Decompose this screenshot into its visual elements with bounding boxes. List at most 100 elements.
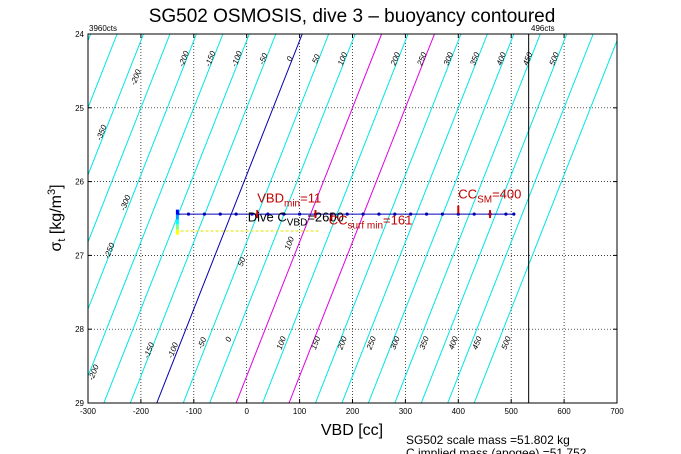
scale-mass-note: SG502 scale mass =51.802 kg	[406, 433, 570, 447]
annotation-value: =400	[492, 187, 521, 202]
contour-line	[447, 34, 594, 403]
annotation-sub: min	[284, 198, 300, 209]
series-point	[424, 212, 429, 216]
series-point	[234, 212, 238, 216]
annotation-cc-surf: CCsurf min=161	[329, 212, 413, 231]
dive-marker	[175, 229, 179, 235]
series-point	[186, 212, 191, 216]
x-tick-label: 0	[244, 407, 249, 416]
red-marker	[256, 210, 259, 219]
dive-marker	[175, 209, 179, 215]
contour-line	[235, 34, 383, 403]
y-label-sup: 3	[46, 189, 58, 195]
corner-label-left: 3960cts	[89, 24, 117, 33]
contour-line	[88, 34, 197, 311]
x-tick-label: -200	[133, 407, 150, 416]
y-tick-label: 24	[75, 30, 84, 39]
y-tick-label: 29	[75, 399, 84, 408]
x-tick-label: 700	[610, 407, 624, 416]
annotation-sub: SM	[477, 195, 492, 206]
x-tick-label: 200	[346, 407, 360, 416]
annotation-cc-sm: CCSM=400	[458, 187, 521, 206]
chart-title: SG502 OSMOSIS, dive 3 – buoyancy contour…	[149, 6, 556, 27]
dive-marker	[175, 224, 179, 230]
series-point	[512, 212, 516, 216]
red-marker	[314, 210, 317, 219]
series-point	[440, 212, 445, 216]
annotation-main: CC	[329, 212, 348, 227]
y-label-sigma: σ	[48, 242, 65, 252]
contour-label: 50	[310, 53, 322, 65]
annotation-main: CC	[458, 187, 477, 202]
contour-line	[262, 34, 409, 403]
plot-area	[88, 34, 617, 403]
y-label-unit: [kg/m	[48, 195, 65, 239]
contour-line	[341, 34, 488, 403]
contour-line	[288, 34, 435, 403]
contour-line	[182, 34, 330, 403]
series-point	[377, 212, 381, 216]
red-marker	[457, 205, 460, 214]
x-tick-label: -100	[186, 407, 203, 416]
contour-line	[394, 34, 541, 403]
contour-line	[88, 34, 145, 177]
series-point	[202, 212, 206, 216]
x-tick-label: -300	[80, 407, 97, 416]
y-tick-label: 27	[75, 251, 84, 260]
dive-marker	[175, 214, 179, 220]
y-tick-label: 25	[75, 104, 84, 113]
annotation-sub: VBD	[287, 217, 308, 228]
annotation-value: =161	[383, 212, 412, 227]
x-axis-label: VBD [cc]	[321, 422, 383, 439]
series-point	[393, 212, 397, 216]
annotation-value: =11	[300, 190, 321, 205]
data-series	[175, 205, 516, 235]
corner-label-right: 496cts	[531, 24, 555, 33]
x-tick-label: 600	[557, 407, 571, 416]
series-point	[345, 212, 349, 216]
contour-line	[367, 34, 515, 403]
annotation-vbd-min: VBDmin=11	[257, 190, 321, 209]
series-point	[472, 212, 476, 216]
red-marker	[330, 213, 333, 222]
axis-ticks: -300 -200 -100 0 100 200 300 400 500 600 700242526…	[75, 30, 624, 416]
svg-text:σt [kg/m3]: σt [kg/m3]	[46, 184, 68, 251]
series-point	[266, 212, 270, 216]
x-tick-label: 300	[399, 407, 413, 416]
contour-label: -50	[196, 336, 209, 351]
annotation-main: Dive C	[248, 209, 287, 224]
x-tick-label: 400	[452, 407, 466, 416]
contour-label: 0	[224, 335, 234, 343]
annotation-main: VBD	[257, 190, 284, 205]
y-tick-label: 26	[75, 178, 84, 187]
series-point	[250, 212, 254, 216]
contour-line	[420, 34, 568, 403]
annotation-dive-c: Dive CVBD=2600	[248, 209, 344, 228]
series-point	[282, 212, 286, 216]
y-axis-label: σt [kg/m3]	[46, 184, 68, 251]
contour-line	[473, 39, 617, 403]
contour-label: -50	[257, 51, 270, 66]
contour-label: 0	[285, 55, 295, 63]
series-point	[409, 212, 413, 216]
implied-mass-note: C implied mass (apogee) =51.752	[406, 446, 587, 454]
y-label-sub: t	[56, 239, 68, 242]
contour-line	[209, 34, 356, 403]
x-tick-label: 100	[293, 407, 307, 416]
dive-marker	[175, 219, 179, 225]
contour-line	[88, 34, 224, 378]
red-marker	[489, 210, 492, 219]
annotation-sub: surf min	[347, 220, 383, 231]
contour-label: 50	[236, 256, 248, 268]
y-tick-label: 28	[75, 325, 84, 334]
contour-line	[315, 34, 462, 403]
x-tick-label: 500	[505, 407, 519, 416]
contour-line	[88, 34, 171, 244]
series-point	[361, 212, 365, 216]
contour-line	[129, 34, 277, 403]
y-label-close: ]	[48, 184, 65, 188]
contour-line	[88, 34, 92, 43]
series-point	[218, 212, 222, 216]
